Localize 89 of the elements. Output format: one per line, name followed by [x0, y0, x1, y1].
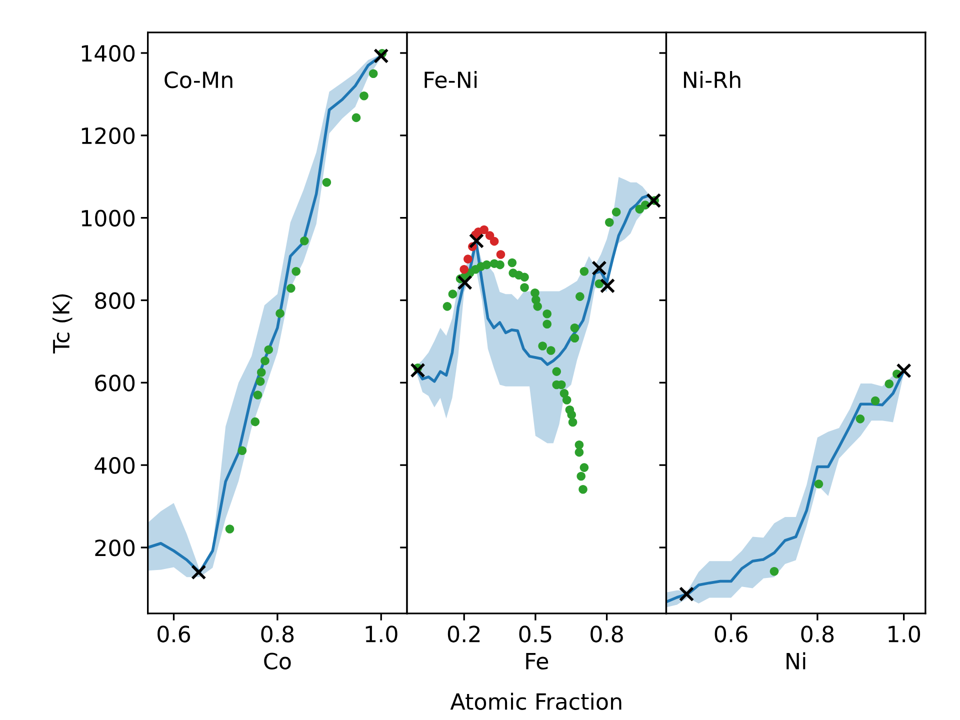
point — [574, 448, 584, 457]
point — [580, 463, 589, 472]
x-tick-label: 1.0 — [888, 626, 920, 642]
point — [562, 396, 572, 404]
point — [542, 309, 552, 318]
point — [576, 472, 586, 481]
point — [600, 278, 616, 294]
point — [460, 264, 469, 274]
x-tick-label: 0.8 — [801, 626, 834, 642]
point — [814, 480, 824, 488]
x-axis-title: Co — [264, 652, 291, 670]
point — [485, 231, 494, 240]
point — [191, 564, 206, 580]
y-tick-label: 800 — [95, 292, 135, 310]
point — [352, 113, 361, 122]
point — [292, 267, 300, 276]
point — [520, 283, 529, 292]
y-tick-label: 200 — [95, 539, 135, 556]
point — [568, 418, 578, 427]
point — [468, 233, 484, 249]
point — [567, 410, 576, 420]
point — [496, 250, 506, 259]
point — [508, 258, 517, 268]
point — [542, 320, 552, 329]
point — [580, 267, 589, 276]
point — [225, 524, 234, 534]
point — [856, 414, 865, 424]
point — [260, 356, 270, 366]
point — [678, 586, 694, 602]
point — [300, 236, 309, 246]
point — [592, 260, 607, 276]
annotation: Co-Mn — [164, 71, 232, 88]
y-tick-label: 1000 — [82, 210, 135, 227]
y-axis-title: Tc (K) — [52, 294, 72, 354]
x-tick-label: 0.6 — [714, 626, 748, 642]
point — [533, 302, 542, 311]
x-tick-label: 0.8 — [261, 626, 294, 642]
point — [884, 380, 894, 388]
point — [276, 309, 284, 318]
point — [250, 417, 260, 426]
point — [578, 485, 588, 494]
point — [442, 302, 452, 311]
annotation: Fe-Ni — [424, 71, 477, 88]
point — [256, 377, 265, 386]
point — [480, 225, 488, 234]
point — [238, 446, 247, 456]
point — [570, 323, 580, 332]
point — [368, 69, 378, 78]
point — [448, 290, 458, 298]
point — [256, 368, 266, 377]
point — [482, 260, 492, 270]
x-axis-title: Ni — [786, 652, 806, 670]
point — [322, 178, 332, 187]
point — [496, 260, 504, 270]
point — [552, 367, 562, 376]
point — [546, 346, 556, 355]
y-tick-label: 1200 — [82, 127, 135, 144]
point — [770, 567, 779, 576]
y-tick-label: 600 — [95, 374, 135, 392]
point — [612, 208, 621, 216]
point — [896, 363, 912, 378]
point — [646, 192, 662, 208]
x-tick-label: 0.2 — [448, 626, 480, 642]
x-tick-label: 0.5 — [519, 626, 552, 642]
point — [374, 48, 389, 64]
point — [360, 91, 368, 100]
x-tick-label: 1.0 — [366, 626, 398, 642]
point — [264, 345, 274, 354]
annotation: Ni-Rh — [684, 71, 740, 88]
point — [253, 390, 262, 400]
point — [576, 292, 584, 301]
x-axis-title: Fe — [526, 652, 548, 670]
point — [490, 236, 499, 246]
point — [870, 396, 880, 406]
point — [464, 254, 472, 264]
point — [538, 342, 547, 350]
y-tick-label: 400 — [94, 457, 135, 474]
y-tick-label: 1400 — [82, 44, 135, 62]
text: Atomic Fraction — [450, 692, 622, 710]
point — [457, 274, 472, 290]
point — [570, 334, 580, 343]
point — [520, 272, 529, 282]
point — [410, 362, 426, 378]
x-tick-label: 0.8 — [590, 626, 623, 642]
point — [574, 440, 584, 450]
point — [286, 284, 296, 293]
point — [605, 218, 614, 227]
x-tick-label: 0.6 — [158, 626, 190, 642]
point — [594, 279, 604, 288]
